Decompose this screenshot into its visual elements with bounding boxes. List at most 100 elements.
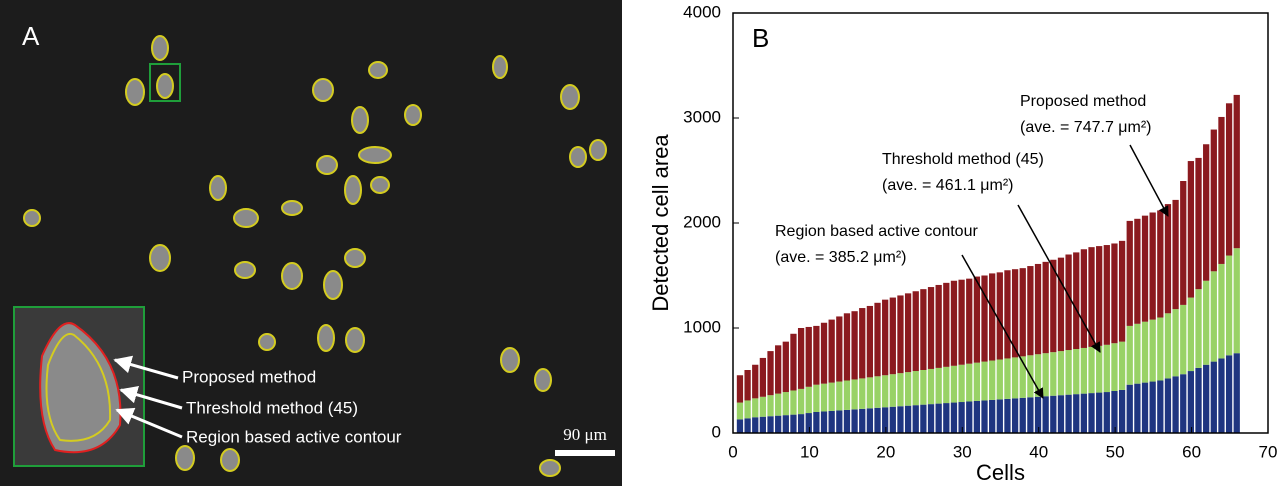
annotation-arrow — [1017, 204, 1101, 353]
bar-segment — [797, 328, 805, 389]
bar-segment — [920, 289, 927, 370]
panel-label: A — [22, 21, 40, 51]
x-tick-label: 0 — [728, 442, 737, 461]
bar-segment — [1134, 383, 1141, 433]
bar-segment — [943, 403, 950, 433]
y-tick-label: 1000 — [683, 317, 721, 336]
annotation-text: (ave. = 747.7 μm²) — [1020, 119, 1152, 136]
bar-segment — [981, 400, 988, 433]
bar-segment — [943, 282, 950, 367]
bar-segment — [958, 364, 965, 403]
bar-segment — [1065, 350, 1072, 395]
bar-segment — [874, 407, 881, 433]
bar-segment — [782, 392, 789, 416]
bar-segment — [966, 401, 973, 433]
bar-segment — [882, 407, 889, 433]
bar-segment — [943, 366, 950, 404]
bar-segment — [1218, 358, 1225, 433]
bar-segment — [813, 325, 820, 385]
bar-segment — [744, 418, 751, 433]
bar-segment — [1164, 204, 1172, 314]
bar-segment — [1233, 248, 1240, 354]
bar-segment — [836, 316, 843, 382]
bar-segment — [996, 272, 1003, 360]
bar-segment — [828, 410, 835, 433]
bar-segment — [790, 414, 797, 433]
bar-segment — [882, 375, 889, 408]
bar-segment — [981, 275, 988, 362]
bar-segment — [889, 406, 896, 433]
bar-segment — [1118, 389, 1126, 433]
bar-segment — [1057, 395, 1065, 433]
bar-segment — [828, 319, 835, 383]
bar-segment — [1134, 218, 1141, 324]
bar-segment — [1134, 323, 1141, 384]
bar-segment — [1164, 313, 1172, 379]
bar-segment — [752, 364, 759, 399]
bar-segment — [851, 379, 858, 410]
bar-segment — [1187, 297, 1195, 372]
bar-segment — [882, 299, 889, 376]
bar-segment — [1057, 351, 1065, 396]
bar-segment — [866, 305, 874, 378]
annotation-text: (ave. = 385.2 μm²) — [775, 249, 907, 266]
bar-segment — [973, 362, 981, 401]
bar-segment — [1034, 354, 1042, 397]
x-tick-label: 50 — [1106, 442, 1125, 461]
bar-segment — [1157, 210, 1164, 318]
bar-segment — [1172, 376, 1179, 433]
bar-segment — [744, 370, 751, 401]
bar-segment — [851, 409, 858, 433]
bar-segment — [989, 360, 996, 400]
bar-segment — [1080, 393, 1088, 433]
bar-segment — [1011, 357, 1019, 399]
bar-segment — [1180, 181, 1187, 305]
bar-segment — [805, 386, 812, 414]
bar-segment — [1042, 353, 1049, 397]
bar-segment — [897, 373, 904, 407]
legend-text: Proposed method — [182, 367, 316, 386]
bar-segment — [1118, 240, 1126, 342]
bar-segment — [912, 371, 919, 406]
bar-segment — [1096, 246, 1103, 346]
bar-segment — [1225, 355, 1233, 433]
y-tick-label: 4000 — [683, 2, 721, 21]
bar-segment — [859, 378, 866, 409]
bar-segment — [843, 380, 851, 410]
bar-segment — [1195, 289, 1202, 368]
bar-segment — [1180, 304, 1187, 375]
x-tick-label: 20 — [876, 442, 895, 461]
bar-segment — [759, 396, 767, 417]
bar-segment — [843, 409, 851, 433]
bar-segment — [912, 291, 919, 372]
bar-segment — [1111, 243, 1118, 344]
bar-segment — [1080, 347, 1088, 394]
bar-segment — [904, 372, 912, 406]
bar-segment — [1195, 367, 1202, 433]
bar-segment — [958, 402, 965, 433]
bar-segment — [828, 382, 835, 411]
bar-segment — [874, 302, 881, 377]
annotation-name: Threshold method (45) — [882, 151, 1044, 168]
bar-segment — [981, 361, 988, 401]
bar-segment — [1149, 319, 1156, 382]
bar-segment — [1004, 358, 1011, 399]
bar-segment — [1203, 364, 1210, 433]
x-axis-label: Cells — [976, 460, 1025, 485]
bar-segment — [1111, 391, 1118, 433]
bar-segment — [836, 381, 843, 411]
bar-segment — [797, 388, 805, 415]
bar-segment — [1187, 161, 1195, 298]
bar-segment — [1019, 397, 1026, 433]
legend-text: Threshold method (45) — [186, 398, 358, 417]
bar-segment — [1034, 263, 1042, 355]
bar-segment — [836, 410, 843, 433]
bar-segment — [752, 398, 759, 418]
y-tick-label: 3000 — [683, 107, 721, 126]
bar-segment — [1187, 371, 1195, 433]
bar-segment — [1111, 343, 1118, 391]
bar-segment — [996, 359, 1003, 400]
bar-segment — [973, 400, 981, 433]
x-tick-label: 70 — [1259, 442, 1278, 461]
bar-segment — [866, 408, 874, 433]
